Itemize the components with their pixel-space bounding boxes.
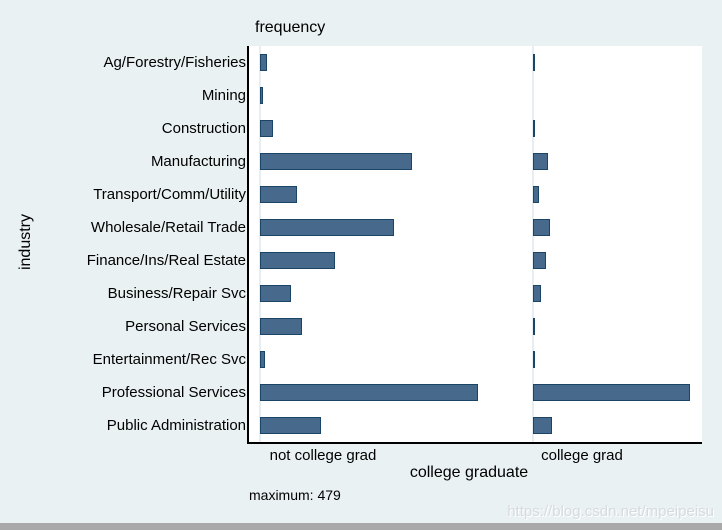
bar-not-college-grad bbox=[260, 153, 412, 170]
bar-not-college-grad bbox=[260, 87, 264, 104]
category-label: Finance/Ins/Real Estate bbox=[86, 252, 246, 269]
category-label: Wholesale/Retail Trade bbox=[90, 219, 246, 236]
bar-not-college-grad bbox=[260, 252, 336, 269]
bar-college-grad bbox=[533, 219, 551, 236]
category-label: Construction bbox=[161, 120, 246, 137]
bar-not-college-grad bbox=[260, 120, 274, 137]
watermark-text: https://blog.csdn.net/mpeipeisu bbox=[507, 503, 714, 520]
category-label: Manufacturing bbox=[150, 153, 246, 170]
bar-college-grad bbox=[533, 384, 690, 401]
plot-area bbox=[247, 46, 702, 444]
bar-not-college-grad bbox=[260, 351, 266, 368]
category-label: Mining bbox=[201, 87, 246, 104]
bar-not-college-grad bbox=[260, 285, 291, 302]
bar-not-college-grad bbox=[260, 417, 321, 434]
bar-college-grad bbox=[533, 318, 535, 335]
bar-not-college-grad bbox=[260, 384, 478, 401]
bar-college-grad bbox=[533, 54, 535, 71]
category-label: Entertainment/Rec Svc bbox=[92, 351, 246, 368]
chart-title: frequency bbox=[255, 19, 326, 36]
category-label: Ag/Forestry/Fisheries bbox=[103, 54, 246, 71]
bar-not-college-grad bbox=[260, 219, 394, 236]
category-label: Transport/Comm/Utility bbox=[93, 186, 246, 203]
zero-baseline-not-college-grad bbox=[259, 46, 261, 442]
bar-not-college-grad bbox=[260, 186, 297, 203]
bar-college-grad bbox=[533, 186, 539, 203]
bar-not-college-grad bbox=[260, 54, 268, 71]
category-label: Personal Services bbox=[125, 318, 246, 335]
bar-college-grad bbox=[533, 417, 553, 434]
category-axis-labels: Ag/Forestry/Fisheries Mining Construction M… bbox=[0, 46, 246, 443]
bar-college-grad bbox=[533, 285, 542, 302]
window-bottom-strip bbox=[0, 523, 722, 530]
category-label: Professional Services bbox=[101, 384, 246, 401]
category-label: Public Administration bbox=[106, 417, 246, 434]
bar-college-grad bbox=[533, 351, 536, 368]
x-axis-title: college graduate bbox=[409, 464, 529, 481]
group-label-college-grad: college grad bbox=[541, 447, 623, 464]
zero-baseline-college-grad bbox=[532, 46, 534, 442]
category-label: Business/Repair Svc bbox=[107, 285, 246, 302]
bar-college-grad bbox=[533, 252, 547, 269]
chart-note: maximum: 479 bbox=[249, 487, 341, 503]
group-label-not-college-grad: not college grad bbox=[269, 447, 377, 464]
bar-not-college-grad bbox=[260, 318, 303, 335]
bar-college-grad bbox=[533, 120, 535, 137]
bar-college-grad bbox=[533, 153, 549, 170]
